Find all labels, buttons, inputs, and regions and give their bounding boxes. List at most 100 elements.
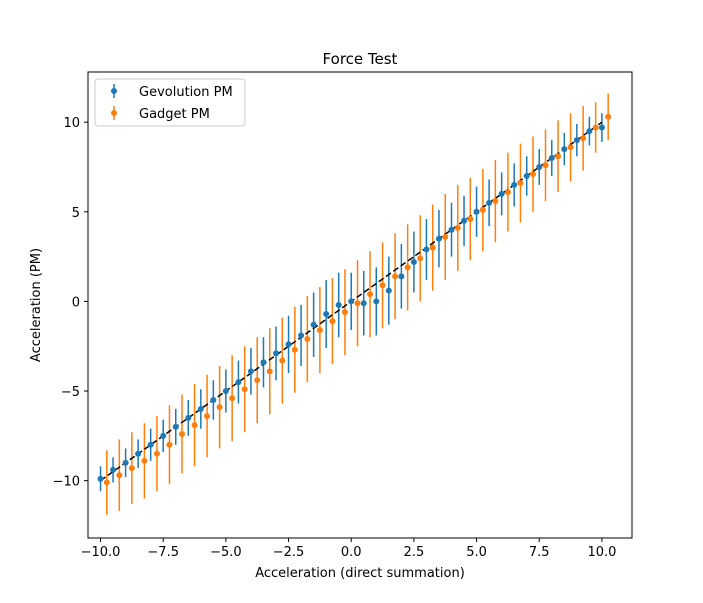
data-point-1-24: [404, 264, 411, 271]
data-point-0-14: [273, 350, 280, 357]
data-point-1-35: [542, 162, 549, 169]
data-point-0-7: [185, 414, 192, 421]
data-point-0-11: [235, 379, 242, 386]
data-point-0-26: [423, 246, 430, 253]
data-point-1-37: [567, 144, 574, 151]
chart-title: Force Test: [323, 50, 398, 68]
data-point-1-26: [429, 244, 436, 251]
data-point-0-22: [373, 298, 380, 305]
y-tick-label: 0: [72, 295, 80, 310]
data-point-0-2: [122, 459, 129, 466]
data-point-1-18: [329, 318, 336, 325]
data-point-1-39: [592, 124, 599, 131]
data-point-0-18: [323, 310, 330, 317]
data-point-0-40: [598, 124, 605, 131]
data-point-1-19: [341, 309, 348, 316]
data-point-0-39: [586, 128, 593, 135]
data-point-0-20: [348, 298, 355, 305]
data-point-0-29: [461, 217, 468, 224]
y-tick-label: 10: [63, 116, 80, 131]
x-tick-label: −10.0: [81, 545, 121, 560]
data-point-0-12: [247, 368, 254, 375]
x-tick-label: −2.5: [273, 545, 305, 560]
data-point-0-17: [310, 321, 317, 328]
x-tick-label: 0.0: [341, 545, 362, 560]
data-point-0-8: [197, 405, 204, 412]
data-point-1-40: [605, 113, 612, 120]
data-point-1-7: [191, 422, 198, 429]
x-axis-label: Acceleration (direct summation): [255, 566, 465, 581]
data-point-1-28: [454, 224, 461, 231]
data-point-1-15: [291, 346, 298, 353]
data-point-1-32: [504, 189, 511, 196]
legend-marker-icon: [111, 110, 117, 116]
data-point-0-5: [160, 432, 167, 439]
data-point-1-20: [354, 300, 361, 307]
data-point-1-17: [316, 327, 323, 334]
data-point-1-34: [529, 171, 536, 178]
data-point-0-23: [385, 287, 392, 294]
legend-label: Gadget PM: [139, 107, 210, 122]
data-point-0-27: [435, 235, 442, 242]
data-point-1-25: [417, 255, 424, 262]
data-point-1-9: [216, 404, 223, 411]
y-tick-label: 5: [72, 206, 80, 221]
data-point-1-0: [103, 479, 110, 486]
data-point-1-4: [153, 450, 160, 457]
data-point-0-28: [448, 226, 455, 233]
data-point-0-21: [360, 300, 367, 307]
data-point-1-30: [479, 207, 486, 214]
data-point-0-16: [298, 332, 305, 339]
data-point-1-11: [241, 386, 248, 393]
data-point-1-22: [379, 282, 386, 289]
data-point-0-30: [473, 208, 480, 215]
data-point-0-36: [548, 155, 555, 162]
data-point-1-31: [492, 198, 499, 205]
y-tick-label: −5: [61, 385, 80, 400]
data-point-1-29: [467, 215, 474, 222]
data-point-0-25: [410, 258, 417, 265]
data-point-0-6: [172, 423, 179, 430]
legend-box: [94, 78, 246, 127]
legend-marker-icon: [111, 88, 117, 94]
data-point-0-4: [147, 441, 154, 448]
data-point-0-34: [523, 172, 530, 179]
data-point-0-24: [398, 273, 405, 280]
data-point-0-31: [486, 199, 493, 206]
data-point-1-36: [555, 153, 562, 160]
data-point-1-6: [179, 431, 186, 438]
data-point-1-16: [304, 336, 311, 343]
data-point-0-19: [335, 302, 342, 308]
data-point-1-5: [166, 441, 173, 448]
data-point-0-35: [536, 163, 543, 170]
y-axis-ticks: −10 −5 0 5 10: [53, 116, 88, 490]
plot-area: [97, 93, 612, 515]
data-point-1-21: [367, 291, 374, 298]
data-point-1-3: [141, 457, 148, 464]
data-point-1-8: [204, 413, 211, 420]
data-point-0-10: [222, 388, 229, 395]
x-tick-label: 7.5: [529, 545, 550, 560]
legend-entry-1: Gadget PM: [111, 106, 210, 122]
legend-entry-0: Gevolution PM: [111, 84, 233, 100]
x-tick-label: −5.0: [210, 545, 242, 560]
y-tick-label: −10: [53, 475, 80, 490]
data-point-0-0: [97, 475, 104, 482]
data-point-1-14: [279, 357, 286, 364]
legend: Gevolution PM Gadget PM: [94, 78, 246, 127]
data-point-1-33: [517, 180, 524, 187]
data-point-0-33: [511, 181, 518, 188]
data-point-0-9: [210, 396, 217, 403]
x-tick-label: 2.5: [404, 545, 425, 560]
data-point-1-13: [266, 368, 273, 375]
x-tick-label: 10.0: [587, 545, 616, 560]
data-point-0-32: [498, 190, 505, 197]
data-point-0-37: [561, 146, 568, 153]
data-point-0-3: [135, 450, 142, 457]
y-axis-label: Acceleration (PM): [29, 248, 44, 362]
data-point-0-1: [110, 466, 117, 473]
data-point-1-38: [580, 135, 587, 142]
data-point-1-12: [254, 377, 261, 384]
x-tick-label: −7.5: [147, 545, 179, 560]
